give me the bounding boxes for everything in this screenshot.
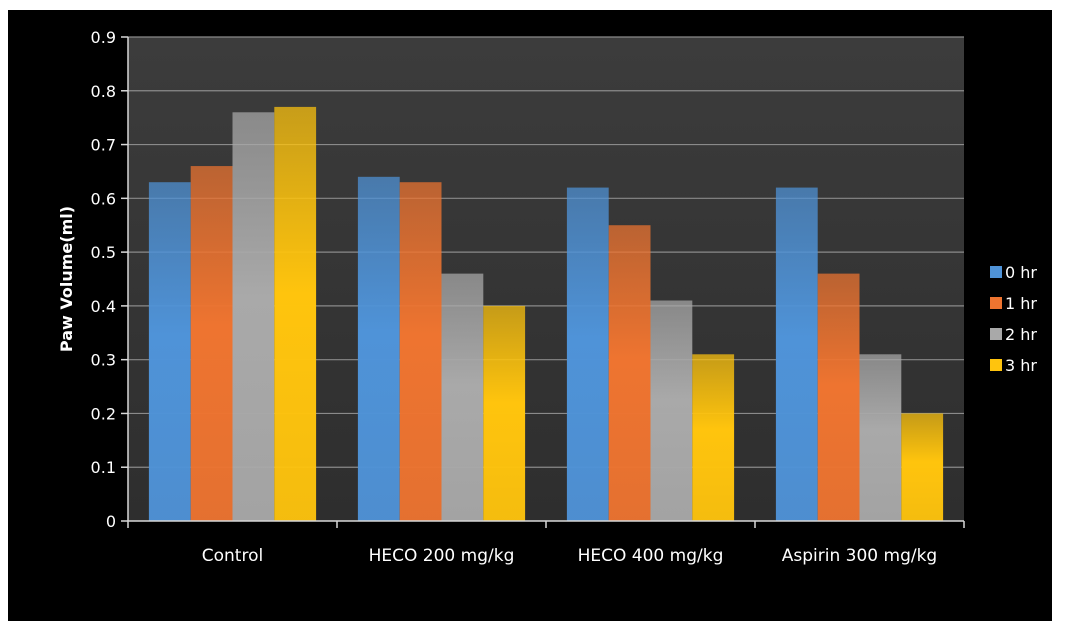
bar [274, 106, 317, 522]
bar [399, 182, 442, 521]
legend-swatch [990, 266, 1002, 278]
x-category-label: HECO 200 mg/kg [369, 546, 515, 566]
bar [608, 225, 651, 521]
y-tick-label: 0.5 [91, 243, 116, 262]
legend-label: 2 hr [1005, 325, 1037, 344]
bar [775, 187, 818, 522]
y-tick-label: 0 [106, 512, 116, 531]
bar [441, 273, 484, 521]
legend: 0 hr 1 hr 2 hr 3 hr [990, 263, 1037, 375]
x-category-label: Control [202, 546, 263, 566]
y-tick-label: 0.7 [91, 136, 116, 155]
y-tick-label: 0.9 [91, 28, 116, 47]
y-tick-label: 0.3 [91, 351, 116, 370]
bar [901, 413, 944, 521]
bar [692, 354, 735, 521]
y-tick-label: 0.2 [91, 404, 116, 423]
y-tick-label: 0.8 [91, 82, 116, 101]
legend-label: 1 hr [1005, 294, 1037, 313]
bar [232, 112, 275, 522]
y-tick-label: 0.1 [91, 458, 116, 477]
bar [148, 182, 191, 521]
axis-labels: 0 0.1 0.2 0.3 0.4 0.5 0.6 0.7 0.8 0.9 Control HECO … [57, 28, 937, 566]
axes [121, 36, 965, 528]
bar [357, 176, 400, 522]
legend-swatch [990, 359, 1002, 371]
bar [483, 305, 526, 521]
y-tick-label: 0.6 [91, 189, 116, 208]
bar [817, 273, 860, 521]
bar [566, 187, 609, 522]
x-category-label: HECO 400 mg/kg [578, 546, 724, 566]
y-tick-label: 0.4 [91, 297, 116, 316]
legend-swatch [990, 297, 1002, 309]
x-category-label: Aspirin 300 mg/kg [782, 546, 937, 566]
y-axis-label: Paw Volume(ml) [57, 206, 76, 352]
bar [859, 354, 902, 521]
legend-label: 3 hr [1005, 356, 1037, 375]
bars [148, 106, 944, 522]
bar [190, 166, 233, 522]
legend-swatch [990, 328, 1002, 340]
bar [650, 300, 693, 521]
legend-label: 0 hr [1005, 263, 1037, 282]
